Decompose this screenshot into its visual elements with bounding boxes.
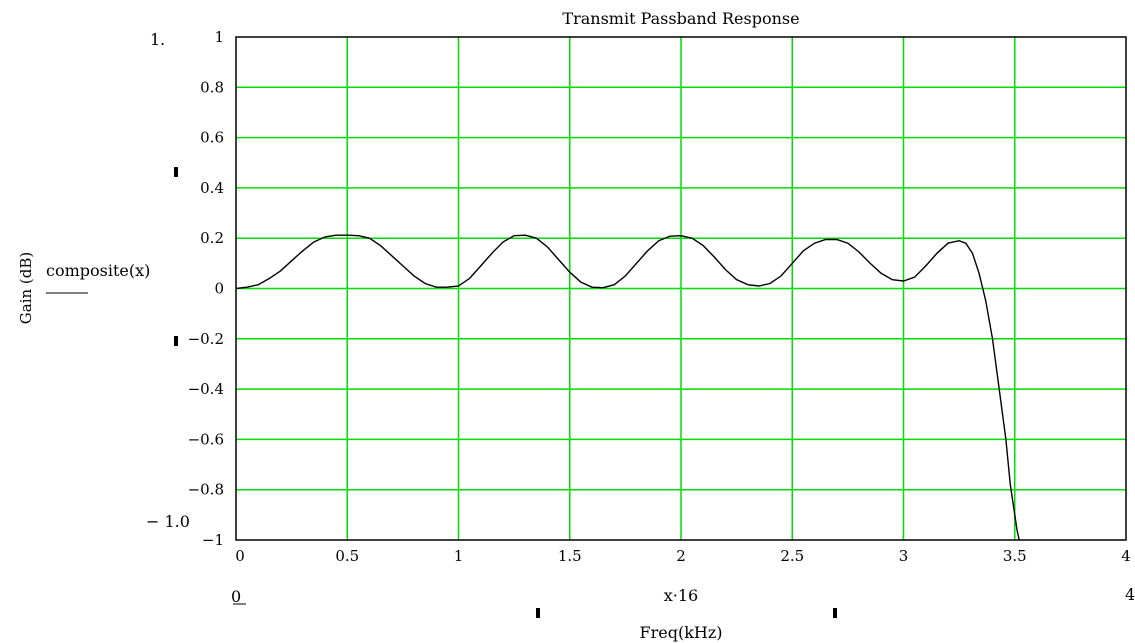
- x-axis-label: Freq(kHz): [639, 623, 722, 642]
- x-tick-label: 1.5: [558, 547, 582, 565]
- y-bottom-limit[interactable]: − 1.0: [146, 512, 190, 531]
- x-tick-label: 4: [1121, 547, 1131, 565]
- placeholder-mark[interactable]: [174, 167, 178, 177]
- y-tick-label: −0.8: [188, 481, 224, 499]
- y-tick-labels: 1 0.8 0.6 0.4 0.2 0 −0.2 −0.4 −0.6 −0.8 −1: [188, 28, 224, 549]
- x-tick-label: 2: [676, 547, 686, 565]
- y-expression[interactable]: composite(x): [46, 261, 150, 280]
- y-tick-label: −0.6: [188, 430, 224, 448]
- x-tick-label: 3: [899, 547, 909, 565]
- x-tick-label: 0.5: [335, 547, 359, 565]
- x-variable[interactable]: x·16: [664, 586, 698, 605]
- y-tick-label: 1: [214, 28, 224, 46]
- placeholder-mark[interactable]: [174, 336, 178, 346]
- x-right-limit[interactable]: 4: [1125, 585, 1135, 604]
- x-tick-label: 1: [454, 547, 464, 565]
- x-tick-label: 3.5: [1003, 547, 1027, 565]
- chart-title: Transmit Passband Response: [562, 9, 799, 28]
- y-tick-label: 0.2: [200, 229, 224, 247]
- gridlines: [236, 37, 1126, 540]
- series-line: [235, 234, 1020, 541]
- x-tick-labels: 0 0.5 1 1.5 2 2.5 3 3.5 4: [235, 547, 1131, 565]
- x-tick-label: 2.5: [780, 547, 804, 565]
- y-tick-label: 0.4: [200, 179, 224, 197]
- x-tick-label: 0: [235, 547, 245, 565]
- y-tick-label: −0.4: [188, 380, 224, 398]
- y-top-limit[interactable]: 1.: [150, 30, 165, 49]
- x-left-limit[interactable]: 0: [231, 587, 241, 606]
- placeholder-mark[interactable]: [536, 608, 540, 618]
- y-tick-label: 0.8: [200, 78, 224, 96]
- y-tick-label: 0: [214, 280, 224, 298]
- y-axis-label: Gain (dB): [17, 252, 35, 324]
- placeholder-mark[interactable]: [833, 608, 837, 618]
- y-tick-label: 0.6: [200, 129, 224, 147]
- y-tick-label: −1: [202, 531, 224, 549]
- y-tick-label: −0.2: [188, 330, 224, 348]
